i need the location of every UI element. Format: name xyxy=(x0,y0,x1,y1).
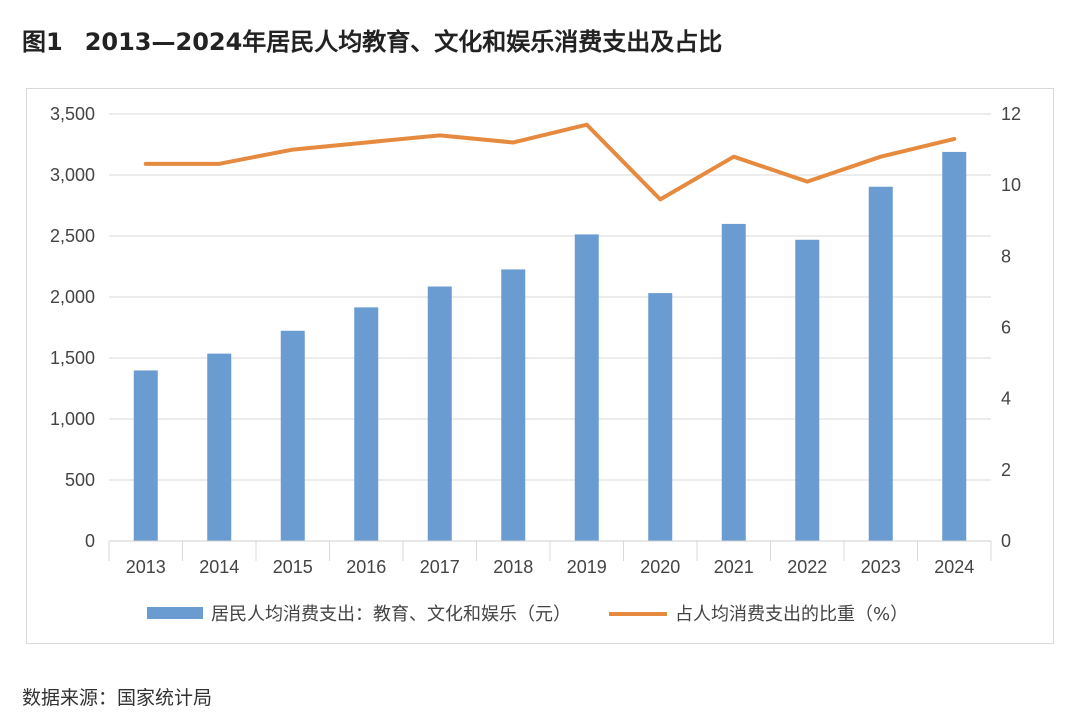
x-axis-tick-label: 2024 xyxy=(934,557,974,577)
right-axis-tick-label: 6 xyxy=(1001,318,1011,338)
bar xyxy=(574,234,599,541)
chart-frame: 0 500 1,000 1,500 2,000 2,500 3,000 3,500 0 2 4 6 8 1… xyxy=(26,88,1054,644)
bar xyxy=(868,186,893,541)
bar xyxy=(721,223,746,541)
figure-number: 图1 xyxy=(22,28,63,56)
left-axis-tick-label: 3,500 xyxy=(50,104,95,124)
x-axis-tick-label: 2017 xyxy=(420,557,460,577)
left-axis-tick-label: 1,000 xyxy=(50,409,95,429)
x-axis-tick-label: 2016 xyxy=(346,557,386,577)
source-note: 数据来源：国家统计局 xyxy=(22,687,213,709)
right-axis-tick-label: 0 xyxy=(1001,531,1011,551)
left-axis-tick-label: 1,500 xyxy=(50,348,95,368)
x-axis-tick-label: 2023 xyxy=(861,557,901,577)
left-axis-tick-label: 0 xyxy=(85,531,95,551)
x-axis-tick-label: 2019 xyxy=(567,557,607,577)
legend-label-bar: 居民人均消费支出：教育、文化和娱乐（元） xyxy=(211,604,571,625)
x-axis-tick-label: 2013 xyxy=(126,557,166,577)
right-axis-tick-label: 10 xyxy=(1001,175,1021,195)
bar xyxy=(501,269,526,541)
x-axis-tick-label: 2014 xyxy=(199,557,239,577)
bar xyxy=(354,307,379,541)
figure-title-text: 2013—2024年居民人均教育、文化和娱乐消费支出及占比 xyxy=(84,28,723,56)
right-axis-tick-label: 4 xyxy=(1001,389,1011,409)
x-axis-tick-label: 2021 xyxy=(714,557,754,577)
bar xyxy=(207,353,232,541)
bar xyxy=(795,239,820,542)
bar xyxy=(648,293,673,541)
bar xyxy=(280,330,305,541)
figure-title: 图1 2013—2024年居民人均教育、文化和娱乐消费支出及占比 xyxy=(22,22,722,57)
bar xyxy=(942,151,967,541)
right-axis-tick-label: 12 xyxy=(1001,104,1021,124)
bar xyxy=(427,286,452,541)
x-axis-tick-label: 2015 xyxy=(273,557,313,577)
x-axis-tick-label: 2022 xyxy=(787,557,827,577)
right-axis-tick-label: 2 xyxy=(1001,460,1011,480)
line-series xyxy=(143,122,957,202)
right-axis-tick-label: 8 xyxy=(1001,246,1011,266)
x-axis-tick-label: 2018 xyxy=(493,557,533,577)
legend-label-line: 占人均消费支出的比重（%） xyxy=(675,604,908,625)
left-axis-tick-label: 2,000 xyxy=(50,287,95,307)
left-axis-tick-label: 500 xyxy=(65,470,95,490)
legend-swatch-bar xyxy=(147,607,203,619)
x-axis-tick-label: 2020 xyxy=(640,557,680,577)
combo-chart: 0 500 1,000 1,500 2,000 2,500 3,000 3,500 0 2 4 6 8 1… xyxy=(50,104,1021,625)
left-axis-tick-label: 2,500 xyxy=(50,226,95,246)
bar xyxy=(133,370,158,541)
left-axis-tick-label: 3,000 xyxy=(50,165,95,185)
